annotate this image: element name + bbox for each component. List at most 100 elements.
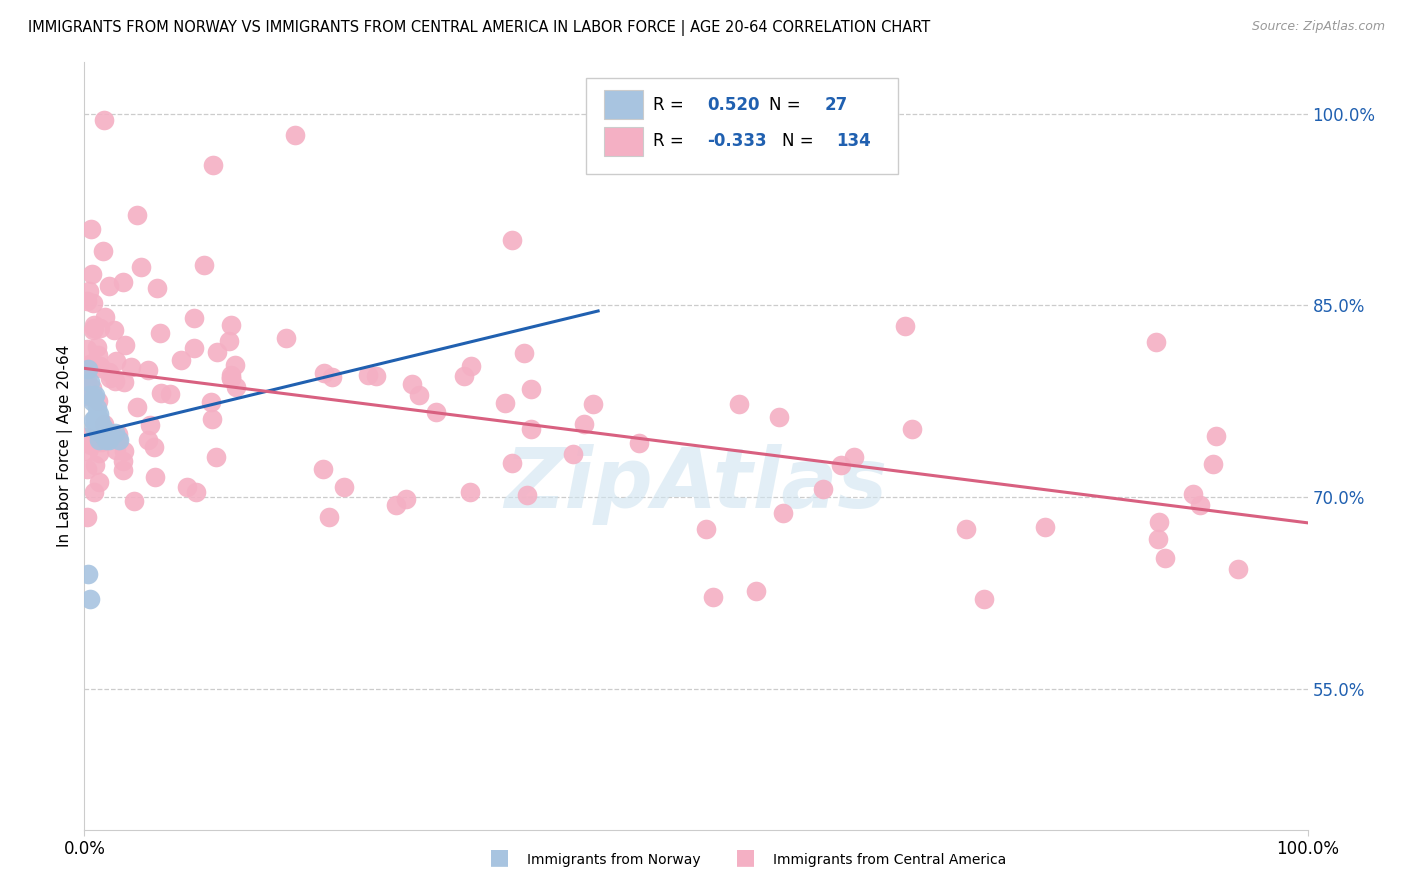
Point — [90, 434, 112, 449]
Point — [225, 380, 247, 394]
Point — [395, 492, 418, 507]
Point — [79, 375, 101, 389]
Point — [93, 429, 115, 443]
Point — [1226, 562, 1249, 576]
Point — [501, 233, 523, 247]
Point — [80, 381, 103, 395]
Point — [1147, 515, 1170, 529]
Text: Immigrants from Central America: Immigrants from Central America — [773, 853, 1007, 867]
Point — [86, 340, 108, 354]
Point — [830, 458, 852, 472]
Point — [111, 454, 134, 468]
Point — [76, 293, 98, 308]
Point — [582, 397, 605, 411]
Point — [80, 221, 103, 235]
Point — [104, 426, 127, 441]
Point — [114, 338, 136, 352]
Point — [112, 444, 135, 458]
Point — [87, 348, 110, 362]
Point — [80, 438, 103, 452]
Point — [100, 371, 122, 385]
Point — [83, 318, 105, 332]
Point — [82, 267, 104, 281]
Point — [76, 381, 98, 395]
Point — [77, 362, 100, 376]
Point — [955, 522, 977, 536]
Text: Immigrants from Norway: Immigrants from Norway — [527, 853, 700, 867]
Point — [218, 334, 240, 349]
Point — [91, 419, 114, 434]
Point — [87, 475, 110, 490]
Point — [1188, 498, 1211, 512]
Point — [159, 387, 181, 401]
Point — [520, 383, 543, 397]
Text: N =: N = — [782, 132, 818, 151]
Point — [900, 422, 922, 436]
Point — [219, 368, 242, 382]
Point — [112, 463, 135, 477]
Text: 0.520: 0.520 — [707, 95, 759, 113]
Point — [76, 462, 98, 476]
Point — [97, 433, 120, 447]
Point — [80, 394, 103, 409]
Point — [219, 371, 242, 385]
Point — [973, 591, 995, 606]
Point — [107, 426, 129, 441]
Point — [112, 276, 135, 290]
Point — [80, 358, 103, 372]
Point — [89, 446, 111, 460]
Point — [1202, 457, 1225, 471]
Point — [183, 342, 205, 356]
Point — [83, 391, 105, 405]
Point — [97, 279, 120, 293]
Point — [894, 318, 917, 333]
Point — [628, 435, 651, 450]
Point — [82, 359, 104, 374]
Point — [76, 342, 98, 356]
Point — [76, 389, 98, 403]
Point — [515, 488, 537, 502]
Point — [87, 416, 110, 430]
Point — [284, 128, 307, 143]
Point — [93, 112, 115, 127]
Point — [572, 417, 595, 432]
Point — [87, 407, 110, 421]
Point — [513, 346, 536, 360]
Point — [333, 480, 356, 494]
Point — [520, 422, 543, 436]
Point — [768, 410, 790, 425]
Point — [501, 456, 523, 470]
Point — [1154, 550, 1177, 565]
Text: N =: N = — [769, 95, 806, 113]
FancyBboxPatch shape — [605, 90, 644, 120]
Point — [94, 424, 117, 438]
Point — [76, 430, 98, 444]
Point — [98, 365, 121, 379]
Point — [97, 426, 120, 441]
FancyBboxPatch shape — [586, 78, 898, 174]
Point — [202, 158, 225, 172]
Point — [219, 318, 242, 332]
Point — [76, 510, 98, 524]
Point — [695, 522, 717, 536]
Point — [104, 354, 127, 368]
FancyBboxPatch shape — [605, 127, 644, 156]
Point — [314, 367, 336, 381]
Point — [183, 311, 205, 326]
Point — [107, 432, 129, 446]
Point — [204, 450, 226, 465]
Point — [458, 485, 481, 500]
Point — [408, 388, 430, 402]
Point — [139, 418, 162, 433]
Point — [107, 433, 129, 447]
Point — [193, 258, 215, 272]
Point — [1035, 519, 1057, 533]
Point — [364, 369, 387, 384]
Point — [460, 359, 482, 374]
Text: ■: ■ — [735, 847, 755, 867]
Point — [453, 368, 475, 383]
Point — [494, 396, 516, 410]
Point — [772, 506, 794, 520]
Text: -0.333: -0.333 — [707, 132, 766, 151]
Point — [357, 368, 380, 382]
